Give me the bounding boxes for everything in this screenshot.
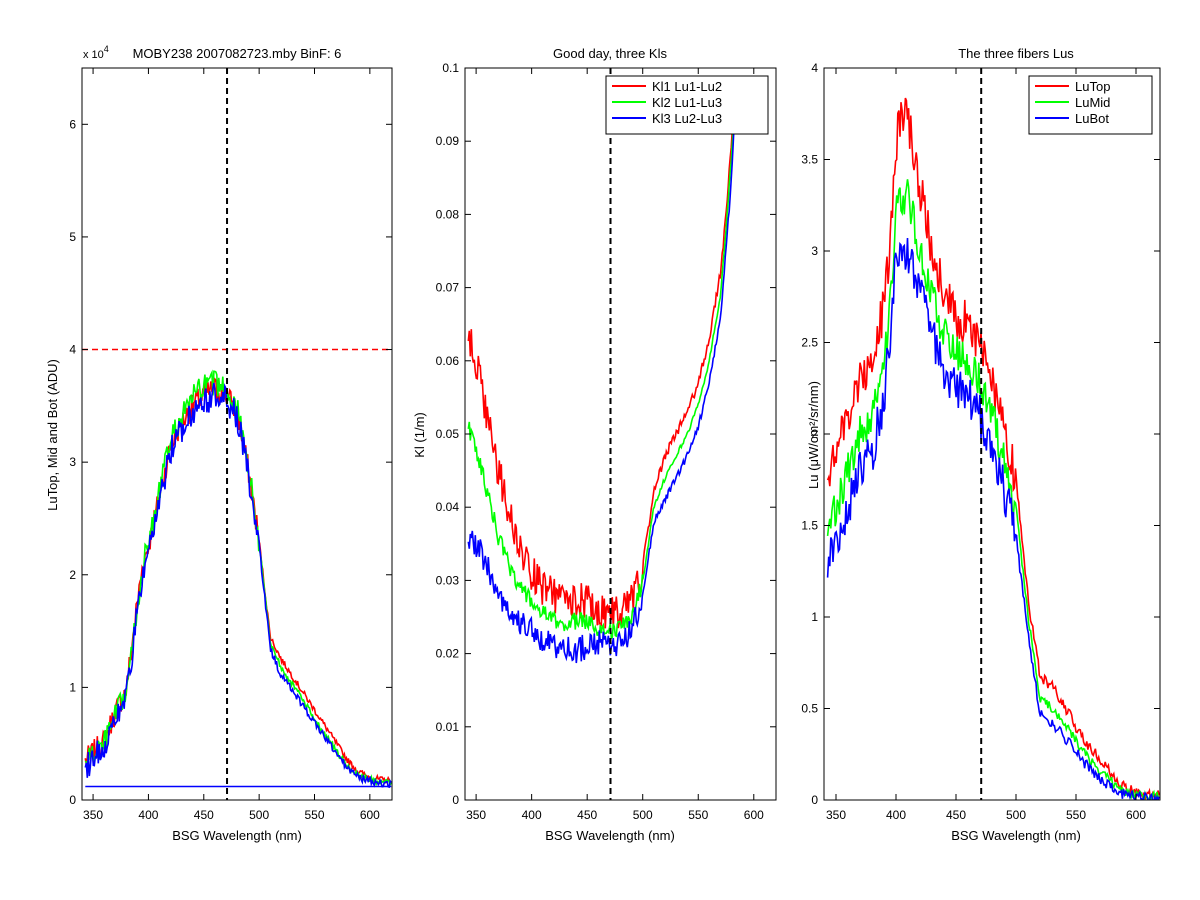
x-tick-label: 600: [744, 808, 764, 822]
y-tick-label: 0: [69, 793, 76, 807]
legend-label: LuTop: [1075, 79, 1110, 94]
y-axis-label: Kl (1/m): [412, 412, 427, 458]
axes-frame: [81, 67, 393, 801]
series-line: [467, 80, 737, 640]
series-line: [826, 237, 1160, 800]
panel-lu: The three fibers Lus BSG Wavelength (nm)…: [801, 46, 1161, 843]
x-tick-label: 500: [249, 808, 269, 822]
y-tick-label: 6: [69, 117, 76, 131]
series-line: [467, 84, 737, 664]
x-tick-label: 450: [946, 808, 966, 822]
x-tick-label: 550: [1066, 808, 1086, 822]
x-tick-label: 450: [194, 808, 214, 822]
y-tick-label: 1.5: [801, 519, 818, 533]
series-line: [826, 97, 1160, 800]
y-tick-label: 4: [69, 343, 76, 357]
x-tick-label: 500: [1006, 808, 1026, 822]
y-tick-label: 0.5: [801, 702, 818, 716]
y-tick-label: 0.1: [442, 61, 459, 75]
legend-label: Kl1 Lu1-Lu2: [652, 79, 722, 94]
legend-label: LuMid: [1075, 95, 1110, 110]
y-tick-label: 2: [811, 427, 818, 441]
x-tick-label: 350: [826, 808, 846, 822]
panel-title: The three fibers Lus: [958, 46, 1074, 61]
x-tick-label: 550: [688, 808, 708, 822]
x-tick-label: 350: [466, 808, 486, 822]
y-tick-label: 2.5: [801, 336, 818, 350]
panel-title: Good day, three Kls: [553, 46, 667, 61]
plot-area: [826, 68, 1160, 800]
x-axis-label: BSG Wavelength (nm): [951, 828, 1081, 843]
y-axis-label: LuTop, Mid and Bot (ADU): [45, 359, 60, 511]
plot-area: [467, 68, 737, 800]
panel-raw-counts: MOBY238 2007082723.mby BinF: 6 x 104 BSG…: [45, 44, 393, 843]
x-tick-label: 450: [577, 808, 597, 822]
x-tick-label: 400: [138, 808, 158, 822]
legend-label: Kl2 Lu1-Lu3: [652, 95, 722, 110]
y-tick-label: 0.09: [436, 134, 460, 148]
y-tick-label: 0.08: [436, 207, 460, 221]
y-tick-label: 0.06: [436, 354, 460, 368]
plot-area: [82, 68, 392, 800]
legend-label: Kl3 Lu2-Lu3: [652, 111, 722, 126]
y-tick-label: 3.5: [801, 153, 818, 167]
panel-kl: Good day, three Kls BSG Wavelength (nm) …: [412, 46, 777, 843]
series-line: [467, 78, 737, 629]
x-tick-label: 550: [304, 808, 324, 822]
y-tick-label: 5: [69, 230, 76, 244]
y-tick-label: 0.03: [436, 573, 460, 587]
x-tick-label: 350: [83, 808, 103, 822]
x-tick-label: 600: [1126, 808, 1146, 822]
y-tick-label: 0.01: [436, 720, 460, 734]
y-tick-label: 0.02: [436, 647, 460, 661]
y-tick-label: 1: [69, 680, 76, 694]
x-tick-label: 400: [886, 808, 906, 822]
y-tick-label: 3: [69, 455, 76, 469]
y-tick-label: 1: [811, 610, 818, 624]
x-tick-label: 600: [360, 808, 380, 822]
legend-label: LuBot: [1075, 111, 1109, 126]
x-tick-label: 400: [522, 808, 542, 822]
x-axis-label: BSG Wavelength (nm): [172, 828, 302, 843]
x-axis-label: BSG Wavelength (nm): [545, 828, 675, 843]
y-tick-label: 0: [811, 793, 818, 807]
y-tick-label: 0.07: [436, 281, 460, 295]
series-line: [84, 382, 392, 789]
y-tick-label: 0: [452, 793, 459, 807]
series-line: [826, 179, 1160, 800]
y-axis-label: Lu (μW/cm²/sr/nm): [806, 381, 821, 489]
x-tick-label: 500: [633, 808, 653, 822]
y-tick-label: 4: [811, 61, 818, 75]
series-line: [84, 377, 392, 786]
y-tick-label: 3: [811, 244, 818, 258]
panel-title: MOBY238 2007082723.mby BinF: 6: [133, 46, 342, 61]
y-tick-label: 2: [69, 568, 76, 582]
y-tick-label: 0.04: [436, 500, 460, 514]
y-tick-label: 0.05: [436, 427, 460, 441]
y-exponent-label: x 104: [83, 44, 109, 61]
